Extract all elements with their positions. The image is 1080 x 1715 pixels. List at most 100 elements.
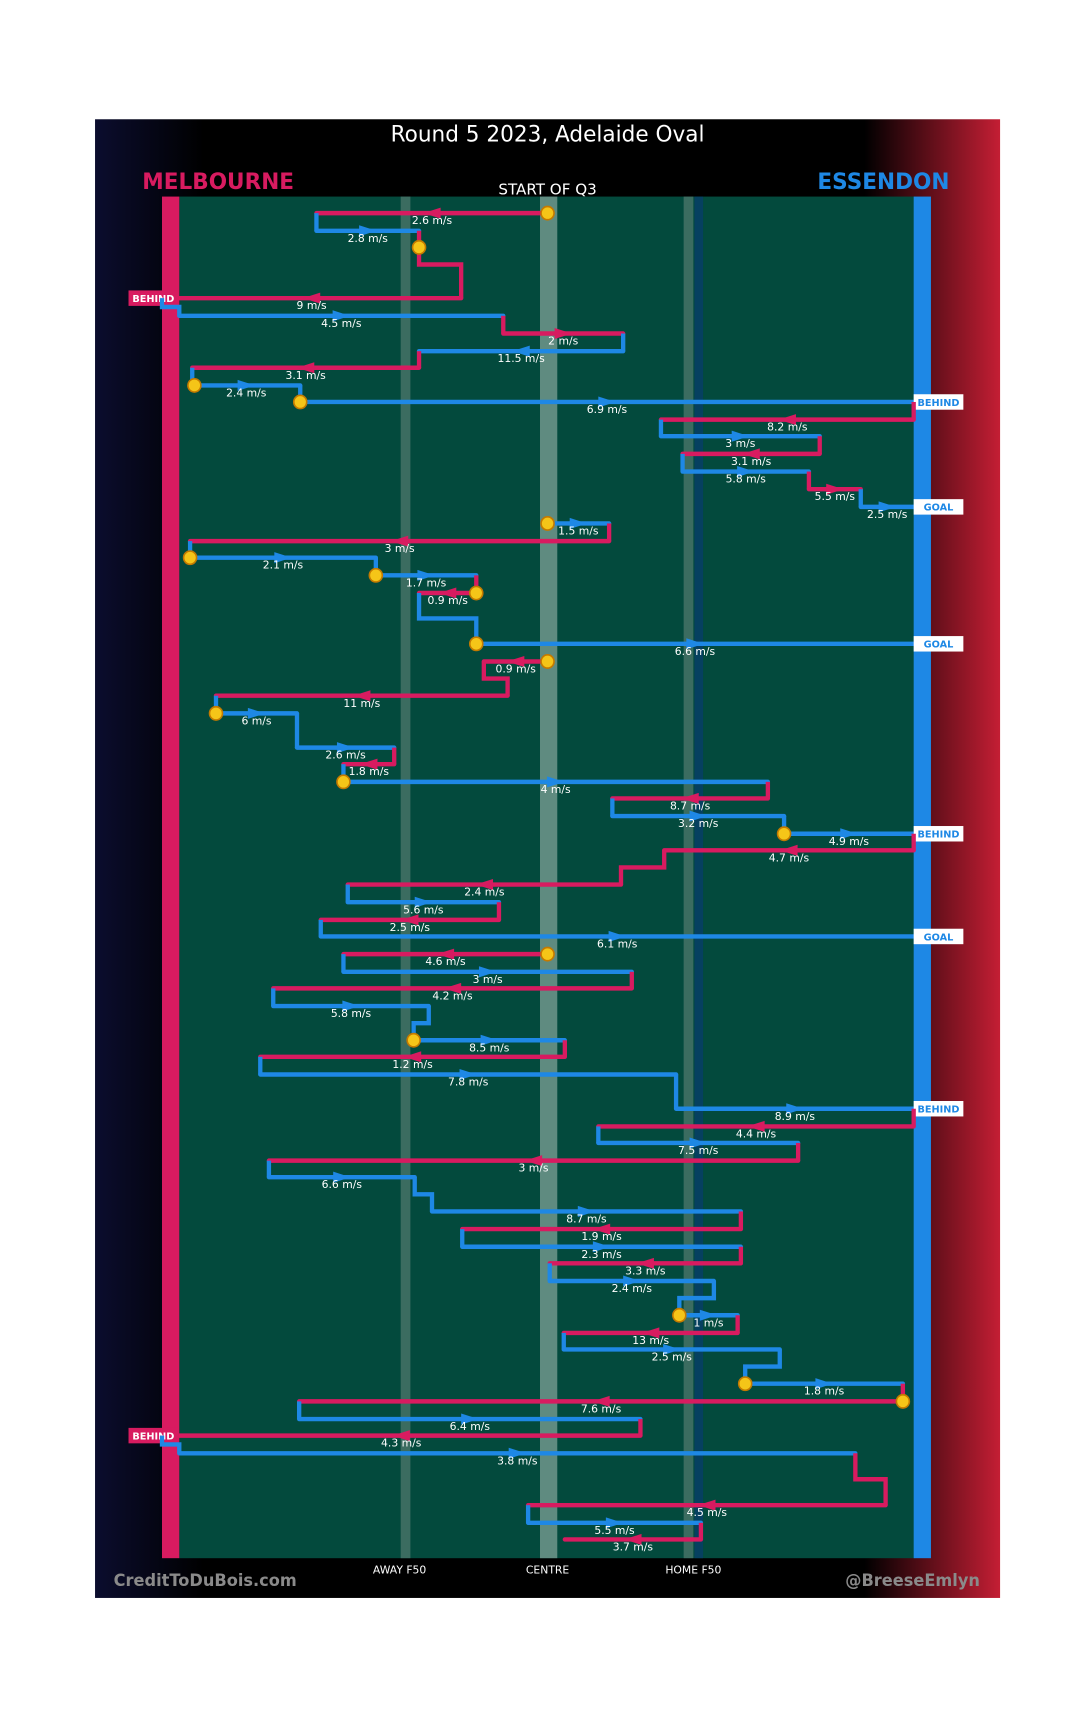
speed-label: 6.4 m/s	[450, 1420, 491, 1433]
speed-label: 11 m/s	[343, 697, 380, 710]
home-f50-stripe	[683, 196, 694, 1559]
arrow	[689, 810, 707, 822]
zone-label: CENTRE	[526, 1564, 569, 1577]
outcome-box	[913, 1101, 964, 1117]
arrow	[336, 742, 355, 754]
speed-label: 1.2 m/s	[392, 1058, 433, 1071]
speed-label: 6.1 m/s	[597, 937, 638, 950]
arrow	[332, 310, 350, 322]
speed-label: 4.4 m/s	[736, 1127, 777, 1140]
arrow	[247, 707, 266, 719]
speed-label: 4.7 m/s	[769, 851, 810, 864]
arrow	[478, 966, 497, 978]
away-f50-stripe	[400, 196, 411, 1559]
connector	[159, 1435, 182, 1454]
outcome-box	[128, 290, 179, 306]
speed-label: 2.4 m/s	[464, 885, 505, 898]
speed-label: 3.2 m/s	[678, 817, 719, 830]
arrow	[439, 587, 457, 599]
speed-label: 3.3 m/s	[625, 1264, 666, 1277]
possession-marker	[468, 585, 484, 601]
zone-label: HOME F50	[665, 1564, 721, 1577]
possession-marker	[737, 1376, 753, 1392]
team-name: MELBOURNE	[142, 170, 294, 195]
arrow	[698, 1499, 716, 1511]
speed-label: 5.5 m/s	[815, 490, 856, 503]
start-marker	[540, 205, 555, 221]
arrow	[747, 1120, 765, 1132]
arrow	[686, 638, 704, 650]
possession-marker	[411, 239, 427, 255]
speed-label: 3.8 m/s	[497, 1454, 538, 1467]
outcome-box	[913, 826, 964, 842]
connector	[412, 1177, 435, 1212]
arrow	[333, 1171, 351, 1183]
arrow	[390, 535, 409, 547]
outcome-label: BEHIND	[918, 398, 960, 409]
speed-label: 2.5 m/s	[390, 921, 431, 934]
speed-label: 7.6 m/s	[581, 1402, 622, 1415]
possession-marker	[468, 636, 484, 652]
speed-label: 2 m/s	[548, 334, 578, 347]
connector	[416, 593, 479, 644]
possession-marker	[336, 774, 351, 790]
speed-label: 2.3 m/s	[581, 1248, 622, 1261]
possession-marker	[672, 1307, 687, 1323]
arrow	[840, 828, 858, 840]
arrow	[417, 569, 435, 581]
arrow	[353, 690, 371, 702]
arrow	[786, 1103, 804, 1115]
speed-label: 11.5 m/s	[497, 352, 545, 365]
arrow	[663, 1343, 681, 1355]
arrow	[414, 896, 432, 908]
possession-marker	[187, 377, 202, 393]
title: Round 5 2023, Adelaide Oval	[391, 122, 705, 147]
possession-marker	[776, 826, 792, 842]
arrow	[297, 362, 315, 374]
speed-label: 3.1 m/s	[731, 455, 772, 468]
possession-marker	[368, 567, 384, 583]
speed-label: 2.5 m/s	[652, 1350, 693, 1363]
outcome-label: BEHIND	[918, 830, 960, 841]
speed-label: 3 m/s	[725, 437, 755, 450]
speed-label: 8.2 m/s	[767, 421, 808, 434]
speed-label: 4.9 m/s	[829, 835, 870, 848]
arrow	[480, 1034, 498, 1046]
connector	[411, 1006, 431, 1041]
speed-label: 4.5 m/s	[321, 317, 362, 330]
speed-label: 1.5 m/s	[558, 524, 599, 537]
speed-label: 1.8 m/s	[349, 765, 390, 778]
arrow	[592, 1241, 611, 1253]
arrow	[605, 1517, 624, 1529]
speed-label: 5.8 m/s	[726, 472, 767, 485]
speed-label: 3 m/s	[518, 1162, 548, 1175]
arrow	[475, 879, 494, 891]
outcome-label: GOAL	[924, 932, 954, 943]
speed-label: 6.6 m/s	[675, 645, 716, 658]
arrow	[436, 948, 455, 960]
outcome-box	[913, 394, 964, 410]
speed-label: 5.5 m/s	[594, 1524, 635, 1537]
speed-label: 3.7 m/s	[613, 1540, 654, 1553]
connector	[481, 661, 510, 696]
arrow	[443, 982, 462, 994]
speed-label: 4.3 m/s	[381, 1437, 422, 1450]
blue-stripe	[694, 196, 704, 1559]
speed-label: 4.2 m/s	[432, 989, 473, 1002]
speed-label: 8.7 m/s	[566, 1212, 607, 1225]
outcome-label: BEHIND	[918, 1105, 960, 1116]
speed-label: 1.7 m/s	[406, 576, 447, 589]
arrow	[699, 1309, 718, 1321]
start-marker	[540, 654, 555, 669]
arrow	[737, 466, 755, 478]
arrow	[623, 1275, 641, 1287]
credit: @BreeseEmlyn	[845, 1571, 980, 1590]
outcome-box	[913, 636, 964, 652]
arrow	[780, 844, 798, 856]
outcome-box	[913, 928, 964, 945]
connector	[853, 1453, 888, 1506]
speed-label: 9 m/s	[297, 299, 327, 312]
speed-label: 1 m/s	[693, 1316, 723, 1329]
